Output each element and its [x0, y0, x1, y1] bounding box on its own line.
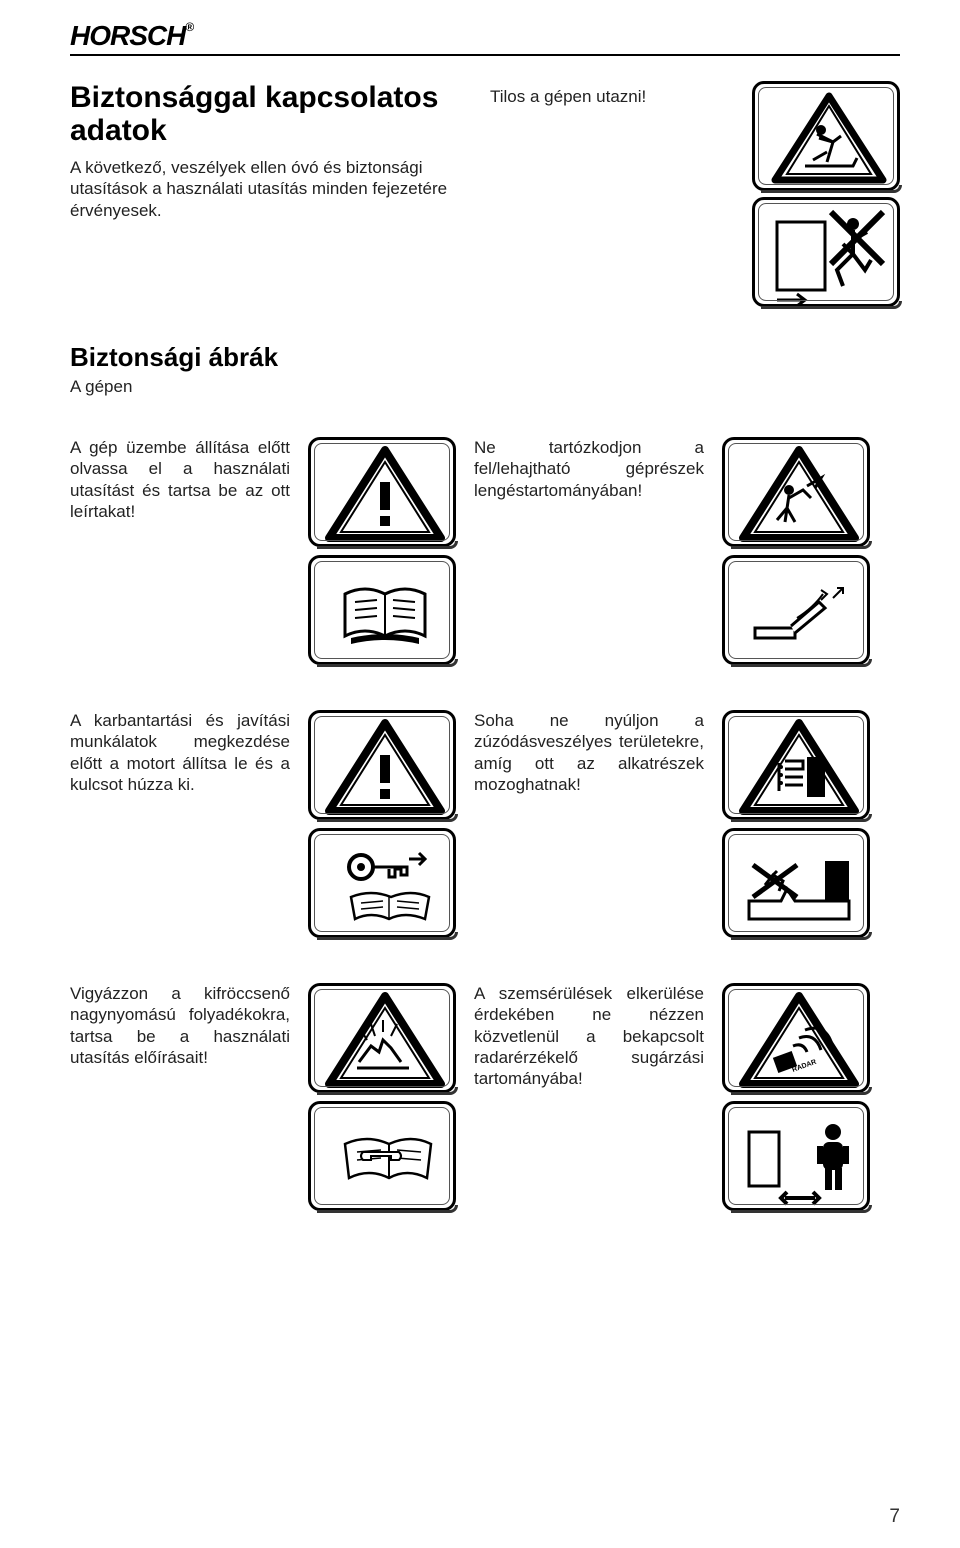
brand-divider — [70, 54, 900, 56]
row1-right-text: Ne tartózkodjon a fel/lehajtható géprész… — [474, 437, 704, 501]
pictogram-row-1: A gép üzembe állítása előtt olvassa el a… — [70, 437, 900, 665]
row1-left-icons — [308, 437, 456, 665]
key-manual-icon — [308, 828, 456, 938]
warning-no-riding-icon — [752, 81, 900, 191]
row3-right-text: A szemsérülések elkerülése érdekében ne … — [474, 983, 704, 1089]
read-manual-icon — [308, 555, 456, 665]
header-left: Biztonsággal kapcsolatos adatok A követk… — [70, 81, 470, 307]
no-climb-icon — [752, 197, 900, 307]
pictogram-row-3: Vigyázzon a kifröccsenő nagynyomású foly… — [70, 983, 900, 1211]
pictogram-row-2: A karbantartási és javítási munkálatok m… — [70, 710, 900, 938]
warning-radar-icon: RADAR — [722, 983, 870, 1093]
warning-crush-icon — [722, 710, 870, 820]
section-heading: Biztonsági ábrák — [70, 342, 900, 373]
page-title: Biztonsággal kapcsolatos adatok — [70, 81, 470, 147]
row2-right-text: Soha ne nyúljon a zúzódásveszélyes terül… — [474, 710, 704, 795]
row2-right-icons — [722, 710, 870, 938]
warning-swing-area-icon — [722, 437, 870, 547]
row3-right-icons: RADAR — [722, 983, 870, 1211]
warning-exclaim-icon-2 — [308, 710, 456, 820]
section-safety-pictograms: Biztonsági ábrák A gépen — [70, 342, 900, 397]
warning-fluid-spray-icon — [308, 983, 456, 1093]
header-mid: Tilos a gépen utazni! — [490, 81, 700, 307]
row1-right-icons — [722, 437, 870, 665]
section-subheading: A gépen — [70, 377, 900, 397]
warning-exclaim-icon — [308, 437, 456, 547]
row3-left-icons — [308, 983, 456, 1211]
keep-distance-icon — [722, 1101, 870, 1211]
row2-left-text: A karbantartási és javítási munkálatok m… — [70, 710, 290, 795]
page-number: 7 — [889, 1506, 900, 1528]
row3-left-text: Vigyázzon a kifröccsenő nagynyomású foly… — [70, 983, 290, 1068]
intro-paragraph: A következő, veszélyek ellen óvó és bizt… — [70, 157, 470, 221]
folding-parts-icon — [722, 555, 870, 665]
no-hand-crush-icon — [722, 828, 870, 938]
row2-left-icons — [308, 710, 456, 938]
row1-left-text: A gép üzembe állítása előtt olvassa el a… — [70, 437, 290, 522]
manual-wrench-icon — [308, 1101, 456, 1211]
header-right-icons — [752, 81, 900, 307]
top-warning-text: Tilos a gépen utazni! — [490, 86, 700, 107]
brand-logo: HORSCH® — [70, 20, 900, 52]
header-row: Biztonsággal kapcsolatos adatok A követk… — [70, 81, 900, 307]
